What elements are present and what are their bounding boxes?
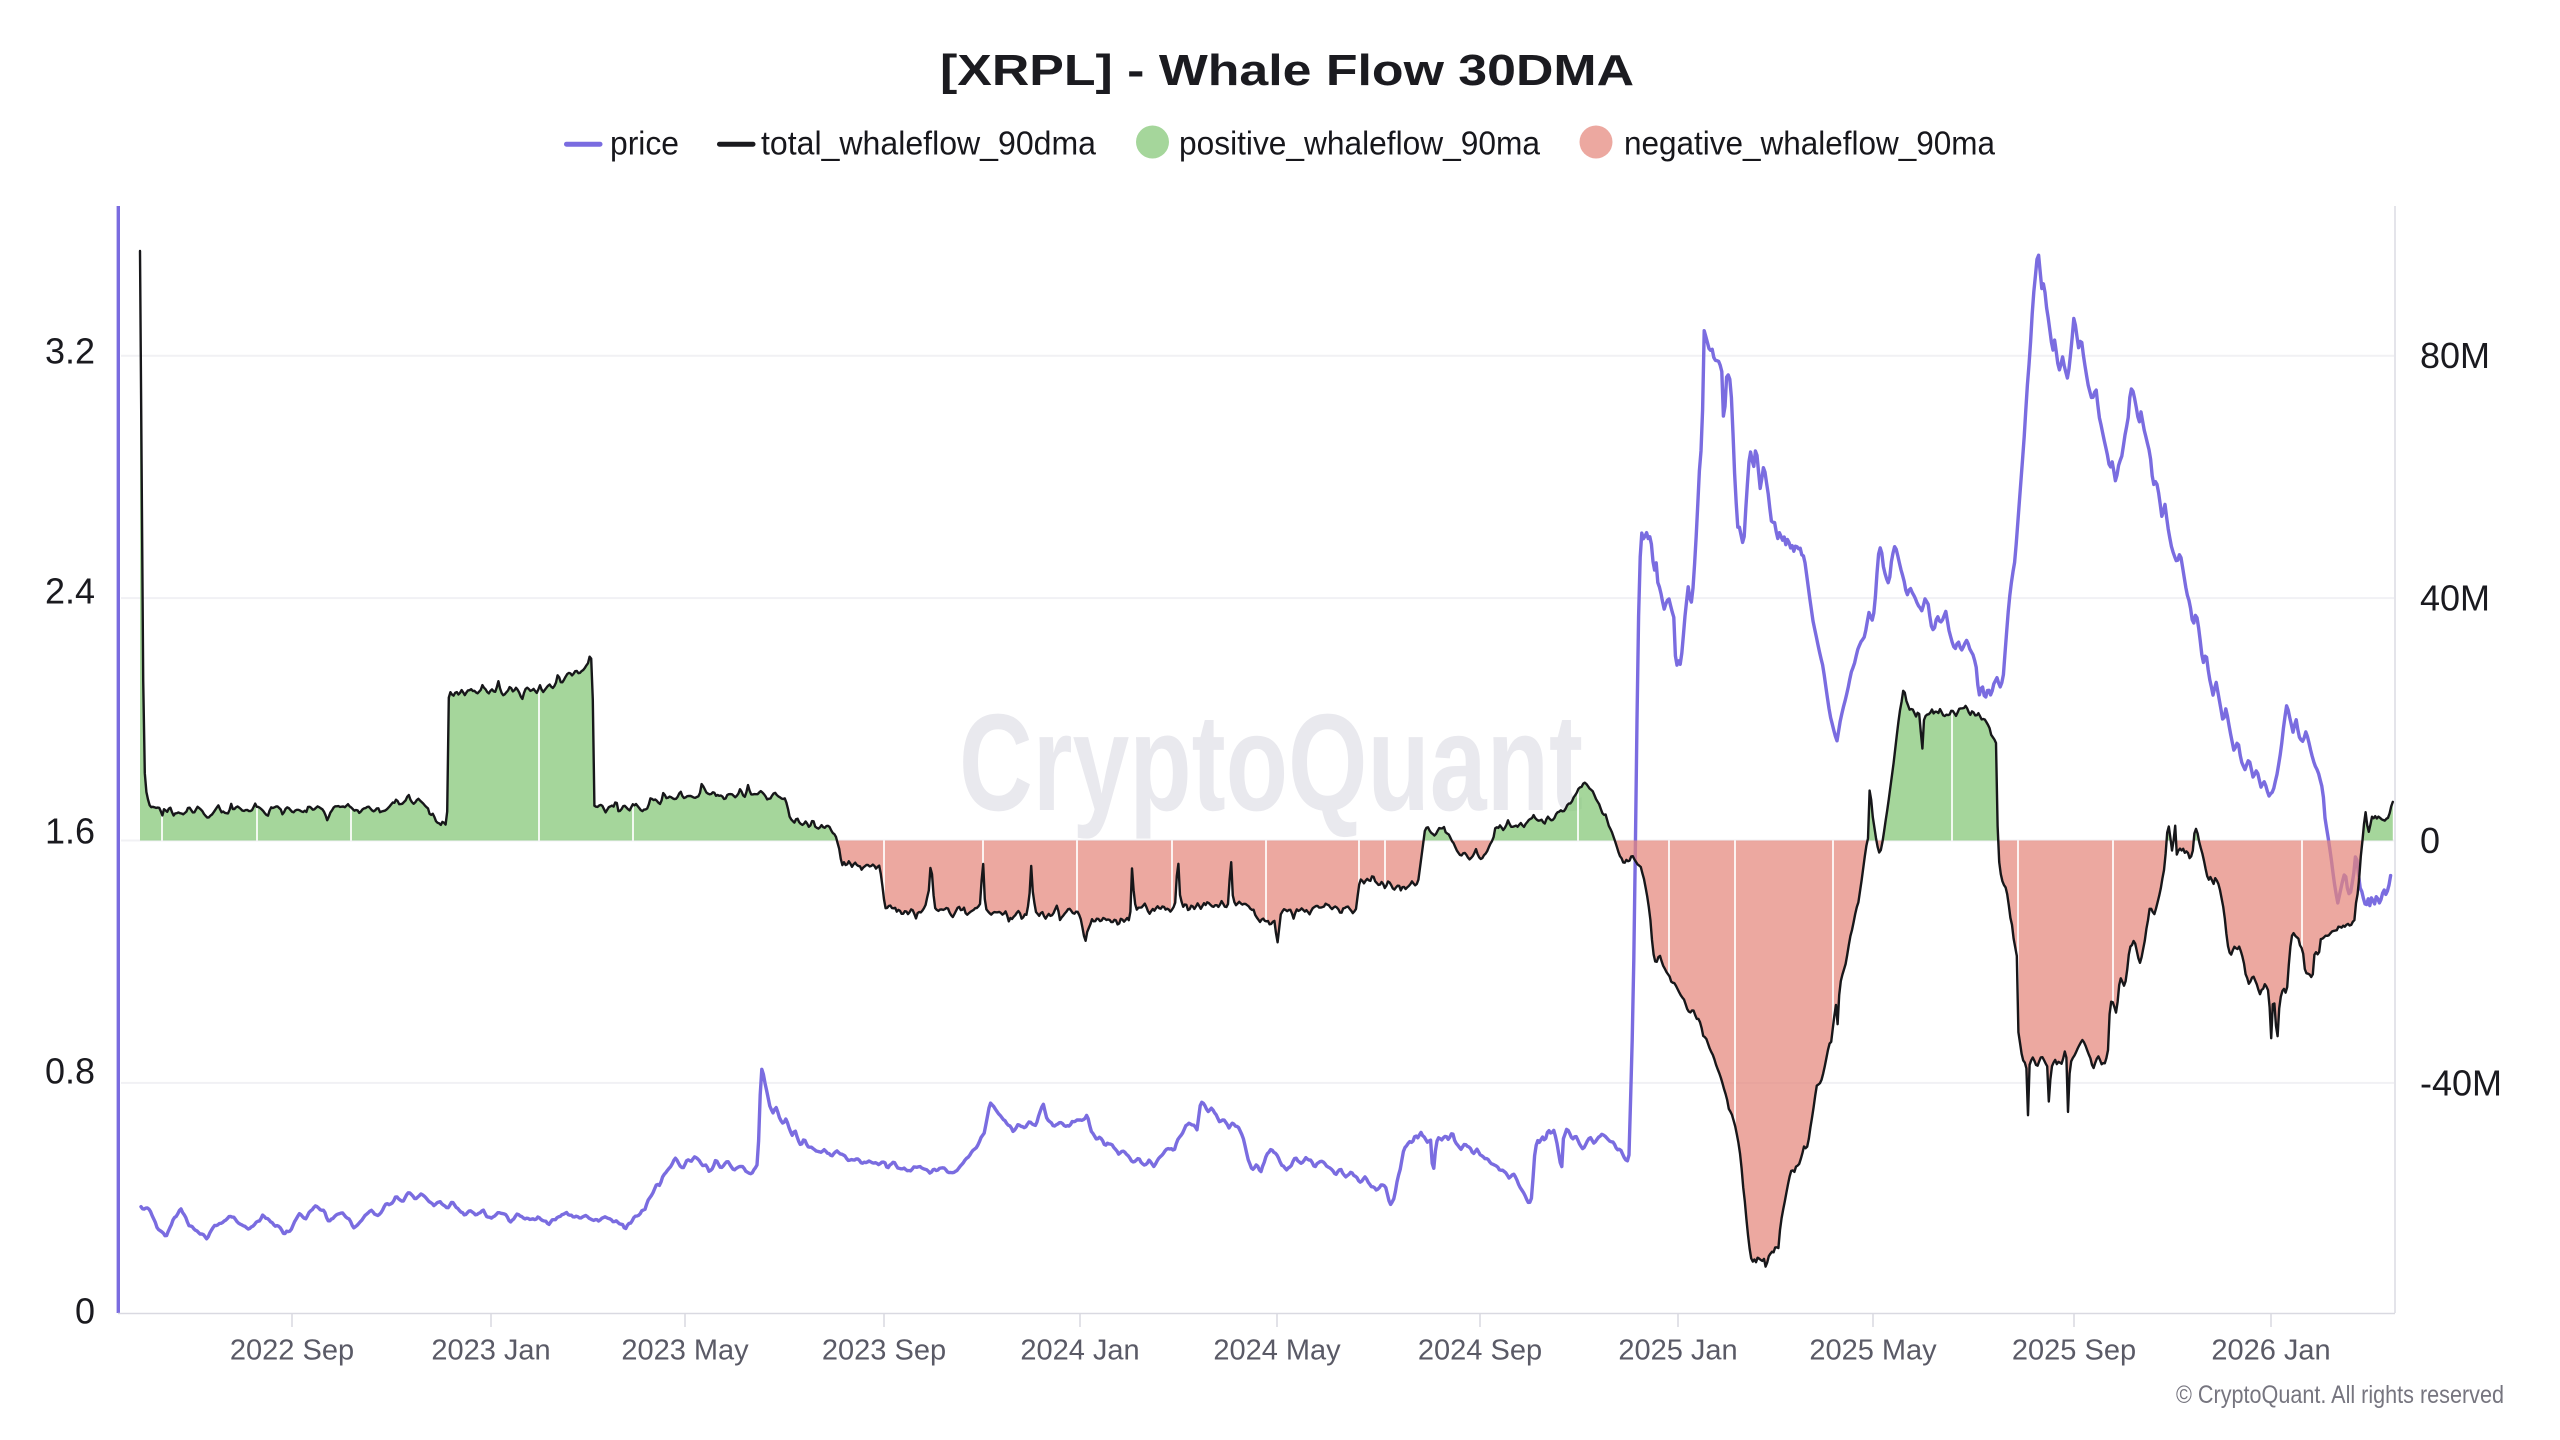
svg-text:0.8: 0.8 (45, 1051, 95, 1092)
svg-text:-40M: -40M (2420, 1062, 2502, 1103)
svg-text:2025 May: 2025 May (1809, 1335, 1937, 1367)
svg-text:2024 May: 2024 May (1213, 1335, 1341, 1367)
svg-text:2024 Sep: 2024 Sep (1418, 1335, 1542, 1367)
svg-text:40M: 40M (2420, 578, 2490, 619)
svg-text:CryptoQuant: CryptoQuant (959, 686, 1583, 840)
svg-text:2025 Jan: 2025 Jan (1618, 1335, 1737, 1367)
svg-text:3.2: 3.2 (45, 331, 95, 372)
svg-text:1.6: 1.6 (45, 811, 95, 852)
svg-text:2022 Sep: 2022 Sep (230, 1335, 354, 1367)
svg-text:positive_whaleflow_90ma: positive_whaleflow_90ma (1179, 125, 1541, 162)
svg-text:0: 0 (75, 1291, 95, 1332)
svg-text:[XRPL] - Whale Flow 30DMA: [XRPL] - Whale Flow 30DMA (940, 46, 1634, 95)
svg-text:0: 0 (2420, 820, 2440, 861)
svg-text:2023 Sep: 2023 Sep (822, 1335, 946, 1367)
svg-text:2024 Jan: 2024 Jan (1020, 1335, 1139, 1367)
svg-text:80M: 80M (2420, 335, 2490, 376)
svg-text:2025 Sep: 2025 Sep (2012, 1335, 2136, 1367)
svg-text:2026 Jan: 2026 Jan (2211, 1335, 2330, 1367)
svg-text:2.4: 2.4 (45, 571, 95, 612)
svg-text:price: price (610, 125, 679, 162)
svg-text:total_whaleflow_90dma: total_whaleflow_90dma (761, 125, 1097, 162)
svg-text:2023 May: 2023 May (621, 1335, 749, 1367)
svg-text:2023 Jan: 2023 Jan (431, 1335, 550, 1367)
svg-text:negative_whaleflow_90ma: negative_whaleflow_90ma (1624, 125, 1996, 162)
svg-text:© CryptoQuant. All rights rese: © CryptoQuant. All rights reserved (2176, 1381, 2504, 1409)
